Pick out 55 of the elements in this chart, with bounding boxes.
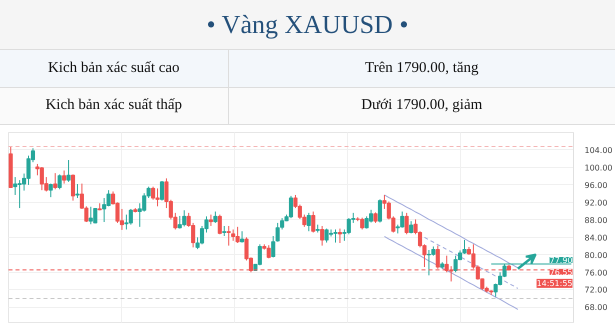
candlestick (226, 225, 231, 246)
candlestick (155, 188, 160, 207)
y-tick-label: 68.00 (584, 303, 608, 312)
chart-title: • Vàng XAUUSD • (0, 0, 615, 50)
y-tick-label: 104.00 (584, 146, 612, 155)
candlestick (288, 195, 294, 219)
candlestick (409, 220, 414, 234)
candlestick (454, 255, 458, 273)
candlestick (266, 244, 271, 259)
candlestick (240, 230, 244, 244)
candlestick (53, 172, 58, 190)
y-tick-label: 76.00 (584, 268, 608, 278)
candlestick (311, 211, 316, 234)
line-series (384, 236, 518, 310)
text: Trên 1790.00, tăng (228, 50, 615, 87)
y-tick-label: 72.00 (584, 286, 608, 295)
candlestick (102, 198, 106, 223)
candlestick (306, 212, 311, 232)
line-series (424, 236, 518, 289)
candlestick (151, 186, 156, 200)
candlestick (128, 208, 133, 226)
y-tick-label: 92.00 (584, 198, 608, 208)
candlestick (70, 174, 76, 202)
candlestick (364, 216, 369, 230)
text: Kich bản xác suất cao (0, 50, 228, 87)
candlestick (13, 176, 18, 196)
candlestick (66, 160, 71, 182)
candlestick (324, 228, 329, 244)
annotation: 77.90 (550, 256, 573, 265)
candlestick (333, 228, 338, 244)
y-tick-label: 84.00 (584, 233, 608, 242)
candlestick (160, 180, 164, 202)
candlestick (338, 228, 342, 244)
candlestick (222, 225, 226, 237)
y-tick-label: 80.00 (584, 250, 608, 260)
candlestick (218, 214, 222, 235)
annotation: 14:51:55 (536, 278, 573, 288)
text: Kich bản xác suất thấp (0, 87, 228, 124)
y-tick-label: 100.00 (584, 163, 612, 172)
line-series (384, 194, 518, 268)
candlestick (75, 184, 80, 199)
y-tick-label: 88.00 (584, 216, 608, 225)
candlestick (62, 170, 66, 184)
candlestick (320, 225, 324, 246)
text: Dưới 1790.00, giảm (228, 87, 615, 124)
candlestick (404, 212, 409, 235)
candlestick (58, 174, 62, 190)
candlestick (431, 246, 436, 256)
candlestick (373, 212, 378, 224)
y-tick-label: 96.00 (584, 180, 608, 190)
ref-line-label: 76.55 (550, 268, 573, 277)
candlestick (378, 198, 382, 223)
candlestick (208, 214, 213, 226)
candlestick (213, 211, 218, 224)
candlestick (48, 183, 53, 198)
